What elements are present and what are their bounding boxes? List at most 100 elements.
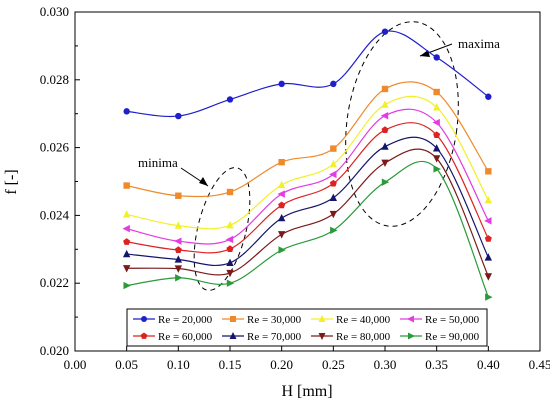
x-tick-label: 0.25 bbox=[322, 357, 345, 372]
series-7 bbox=[122, 148, 493, 281]
legend-label: Re = 40,000 bbox=[336, 314, 391, 326]
legend-item: Re = 50,000 bbox=[400, 314, 480, 326]
data-point bbox=[433, 54, 440, 61]
data-point bbox=[329, 170, 337, 179]
series-layer bbox=[122, 28, 493, 301]
data-point bbox=[381, 159, 389, 168]
minima-label: minima bbox=[138, 155, 178, 170]
data-point bbox=[278, 158, 285, 166]
y-axis-label: f [-] bbox=[3, 169, 20, 194]
x-tick-label: 0.10 bbox=[167, 357, 190, 372]
data-point bbox=[318, 315, 326, 322]
series-6 bbox=[122, 136, 493, 267]
data-point bbox=[122, 224, 130, 233]
x-axis-ticks: 0.00 0.05 0.10 0.15 0.20 0.25 0.30 0.35 0.40 0.45 bbox=[64, 346, 550, 372]
legend-item: Re = 70,000 bbox=[222, 331, 302, 343]
data-point bbox=[330, 226, 338, 235]
maxima-ellipse bbox=[345, 21, 459, 227]
legend-item: Re = 60,000 bbox=[133, 331, 213, 343]
data-point bbox=[432, 118, 440, 127]
x-tick-label: 0.40 bbox=[477, 357, 500, 372]
data-point bbox=[277, 213, 286, 222]
data-point bbox=[432, 144, 441, 152]
data-point bbox=[433, 88, 440, 96]
data-point bbox=[123, 281, 131, 290]
legend-label: Re = 30,000 bbox=[247, 314, 302, 326]
series-line bbox=[126, 160, 489, 298]
data-point bbox=[174, 221, 183, 229]
x-tick-label: 0.45 bbox=[529, 357, 550, 372]
data-point bbox=[122, 210, 131, 218]
series-line bbox=[126, 81, 489, 198]
data-point bbox=[381, 85, 389, 93]
x-tick-label: 0.15 bbox=[219, 357, 242, 372]
data-point bbox=[407, 315, 414, 323]
y-tick-label: 0.026 bbox=[40, 140, 70, 155]
data-point bbox=[123, 182, 130, 189]
data-point bbox=[381, 178, 390, 186]
x-tick-label: 0.05 bbox=[115, 357, 138, 372]
data-point bbox=[175, 112, 182, 120]
data-point bbox=[432, 155, 441, 163]
legend-label: Re = 70,000 bbox=[247, 331, 302, 343]
data-point bbox=[484, 253, 493, 261]
data-point bbox=[381, 126, 389, 133]
data-point bbox=[175, 274, 183, 282]
legend-label: Re = 50,000 bbox=[425, 314, 480, 326]
data-point bbox=[230, 316, 236, 322]
series-4 bbox=[122, 108, 492, 245]
y-tick-label: 0.024 bbox=[40, 207, 70, 222]
data-point bbox=[381, 28, 389, 35]
data-point bbox=[174, 237, 182, 245]
data-point bbox=[226, 245, 234, 252]
legend-item: Re = 80,000 bbox=[311, 331, 391, 343]
data-point bbox=[226, 258, 234, 267]
data-point bbox=[381, 100, 389, 108]
legend: Re = 20,000 Re = 30,000 Re = 40,000 Re = 50… bbox=[126, 308, 488, 347]
data-point bbox=[484, 273, 493, 281]
data-point bbox=[485, 293, 493, 301]
data-point bbox=[141, 316, 147, 322]
legend-label: Re = 80,000 bbox=[336, 331, 391, 343]
data-point bbox=[433, 165, 441, 173]
data-point bbox=[229, 332, 237, 339]
data-point bbox=[485, 168, 492, 175]
legend-item: Re = 20,000 bbox=[133, 314, 213, 326]
data-point bbox=[123, 238, 131, 245]
series-line bbox=[126, 30, 489, 118]
data-point bbox=[329, 160, 338, 168]
series-2 bbox=[123, 81, 492, 199]
y-axis-ticks: 0.020 0.022 0.024 0.026 0.028 0.030 bbox=[40, 4, 80, 358]
legend-items: Re = 20,000 Re = 30,000 Re = 40,000 Re = 50… bbox=[133, 314, 480, 343]
data-point bbox=[329, 210, 338, 219]
data-point bbox=[174, 246, 182, 253]
data-point bbox=[485, 93, 492, 100]
x-axis-label: H [mm] bbox=[281, 383, 332, 400]
data-point bbox=[408, 332, 415, 340]
data-point bbox=[226, 96, 234, 103]
series-8 bbox=[123, 160, 493, 301]
data-point bbox=[174, 255, 183, 263]
data-point bbox=[329, 193, 338, 201]
data-point bbox=[329, 179, 337, 187]
data-point bbox=[226, 279, 235, 287]
legend-item: Re = 30,000 bbox=[222, 314, 302, 326]
series-line bbox=[126, 108, 489, 245]
minima-ellipse bbox=[193, 167, 251, 291]
x-tick-label: 0.20 bbox=[270, 357, 293, 372]
series-line bbox=[126, 122, 489, 254]
minima-arrowhead bbox=[199, 177, 208, 186]
data-point bbox=[122, 249, 131, 258]
y-tick-label: 0.028 bbox=[40, 72, 69, 87]
data-point bbox=[140, 332, 148, 339]
data-point bbox=[278, 246, 286, 254]
data-point bbox=[380, 112, 389, 120]
data-point bbox=[277, 190, 285, 198]
data-point bbox=[226, 221, 234, 229]
data-point bbox=[122, 265, 131, 273]
data-point bbox=[277, 180, 286, 189]
data-point bbox=[174, 265, 183, 273]
data-point bbox=[123, 108, 130, 115]
